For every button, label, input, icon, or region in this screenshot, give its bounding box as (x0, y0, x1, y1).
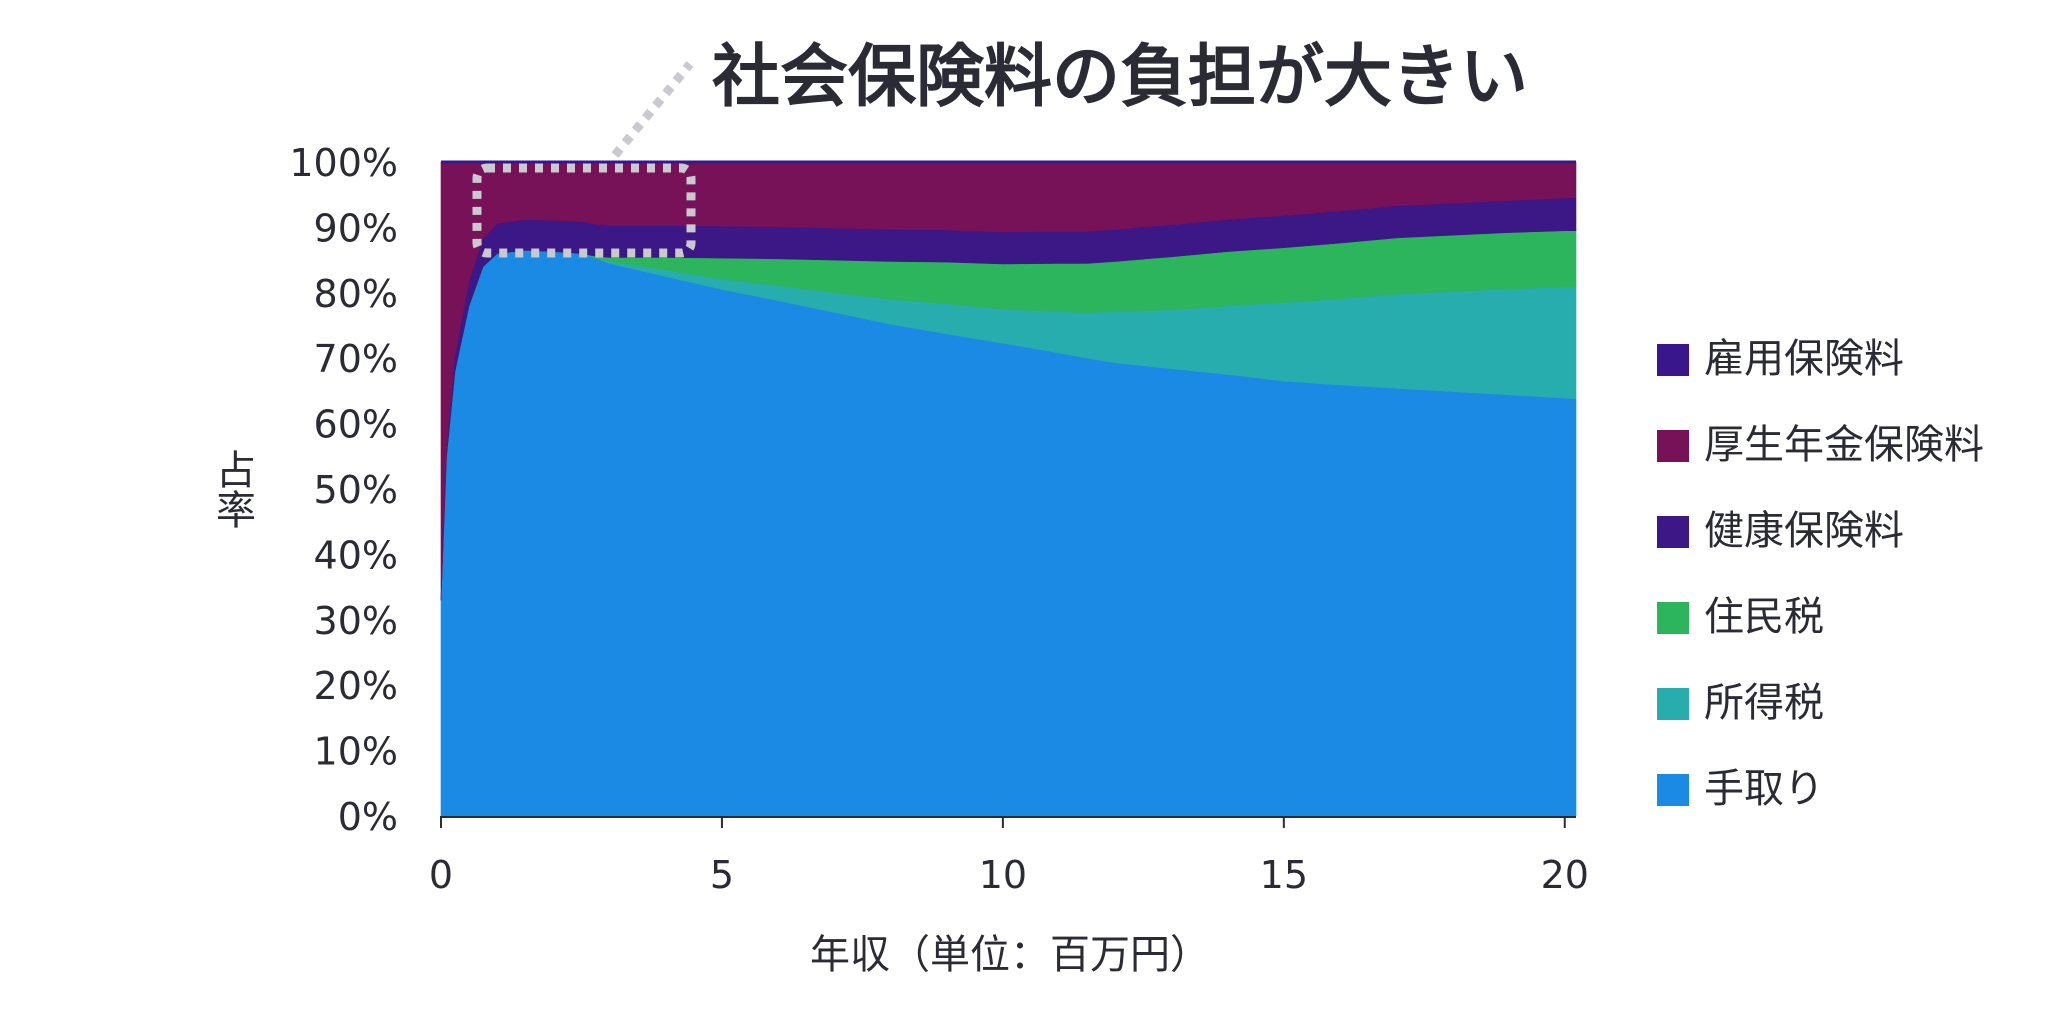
y-tick-label: 100% (289, 141, 398, 185)
highlight-box (472, 163, 696, 258)
annotation-group: 社会保険料の負担が大きい (472, 38, 1528, 258)
callout-text: 社会保険料の負担が大きい (712, 38, 1528, 117)
area-series-group (440, 160, 1577, 817)
y-tick-label: 50% (314, 468, 398, 512)
x-tick-label: 5 (710, 853, 734, 897)
legend-item: 厚生年金保険料 (1657, 422, 1984, 468)
x-tick-label: 20 (1541, 853, 1589, 897)
y-tick-label: 90% (314, 206, 398, 250)
x-tick-label: 15 (1260, 853, 1308, 897)
legend-label: 手取り (1704, 766, 1824, 812)
y-axis-title: 占率 (209, 449, 255, 529)
legend-item: 雇用保険料 (1657, 336, 1904, 382)
y-tick-label: 0% (338, 795, 398, 839)
legend-item: 所得税 (1657, 680, 1824, 726)
legend-label: 厚生年金保険料 (1704, 422, 1984, 468)
legend-swatch (1657, 688, 1689, 720)
axes-group: 0 5 10 15 20 0% 10% 20% 30% 40% 50% 60% 70% 80% 90% 100… (209, 141, 1589, 978)
legend-item: 健康保険料 (1657, 508, 1904, 554)
y-tick-label: 10% (314, 730, 398, 774)
y-tick-label: 20% (314, 664, 398, 708)
legend-swatch (1657, 516, 1689, 548)
legend-label: 所得税 (1704, 680, 1824, 726)
legend-swatch (1657, 602, 1689, 634)
y-tick-label: 30% (314, 599, 398, 643)
x-tick-label: 0 (429, 853, 453, 897)
y-tick-label: 80% (314, 272, 398, 316)
y-tick-label: 40% (314, 533, 398, 577)
legend-swatch (1657, 774, 1689, 806)
legend-item: 手取り (1657, 766, 1824, 812)
callout-leader-line (611, 61, 694, 158)
legend-swatch (1657, 430, 1689, 462)
x-tick-label: 10 (979, 853, 1027, 897)
legend-label: 健康保険料 (1704, 508, 1904, 554)
y-tick-label: 70% (314, 337, 398, 381)
x-axis-title: 年収（単位：百万円） (810, 932, 1210, 978)
legend-label: 住民税 (1704, 594, 1824, 640)
legend-item: 住民税 (1657, 594, 1824, 640)
legend-swatch (1657, 344, 1689, 376)
legend-label: 雇用保険料 (1704, 336, 1904, 382)
y-tick-label: 60% (314, 403, 398, 447)
